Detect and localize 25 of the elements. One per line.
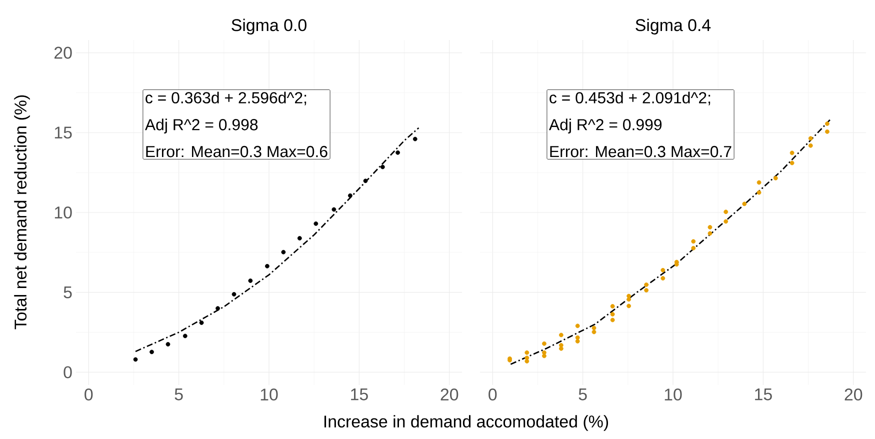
- chart-title: Sigma 0.4: [636, 18, 711, 35]
- annotation: c = 0.453d + 2.091d^2;: [550, 92, 710, 106]
- y-tick-label: 20: [54, 46, 72, 59]
- annotation: Adj R^2 = 0.999: [548, 118, 662, 134]
- y-tick-label: 0: [64, 366, 72, 378]
- y-axis-title: Total net demand reduction (%): [14, 95, 30, 330]
- x-axis-title: Increase in demand accomodated (%): [324, 415, 608, 431]
- annotation: c = 0.363d + 2.596d^2;: [146, 92, 306, 106]
- x-tick-label: 5: [578, 388, 587, 400]
- y-tick-label: 10: [54, 206, 72, 218]
- annotation: Adj R^2 = 0.998: [144, 118, 258, 134]
- x-tick-label: 20: [844, 388, 862, 401]
- annotation: Error: Mean=0.3 Max=0.7: [550, 146, 732, 158]
- x-tick-label: 5: [174, 388, 183, 400]
- x-tick-label: 15: [351, 388, 368, 400]
- y-tick-label: 15: [54, 126, 72, 139]
- x-tick-label: 15: [755, 388, 772, 400]
- y-tick-label: 5: [64, 286, 72, 298]
- x-tick-label: 0: [84, 388, 93, 401]
- x-tick-label: 0: [488, 388, 497, 401]
- chart-title: Sigma 0.0: [232, 18, 306, 35]
- x-tick-label: 10: [664, 388, 682, 401]
- x-tick-label: 10: [260, 388, 278, 401]
- x-tick-label: 20: [440, 388, 458, 401]
- annotation: Error: Mean=0.3 Max=0.6: [146, 146, 328, 158]
